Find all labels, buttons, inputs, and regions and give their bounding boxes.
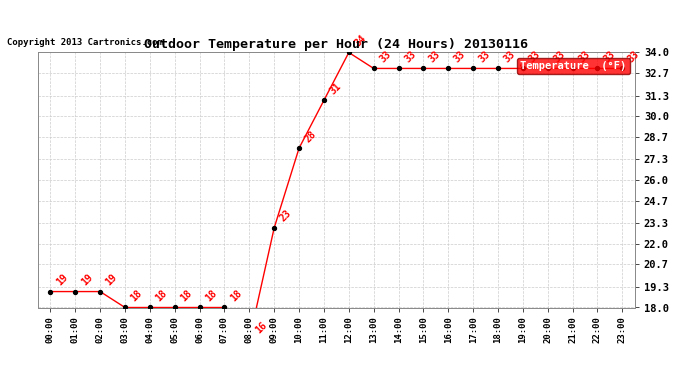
Point xyxy=(592,65,603,71)
Text: 18: 18 xyxy=(204,288,219,303)
Text: 18: 18 xyxy=(179,288,194,303)
Text: Copyright 2013 Cartronics.com: Copyright 2013 Cartronics.com xyxy=(7,38,163,47)
Text: 19: 19 xyxy=(54,272,70,288)
Text: 31: 31 xyxy=(328,81,343,96)
Text: 33: 33 xyxy=(402,49,417,64)
Text: 33: 33 xyxy=(576,49,592,64)
Title: Outdoor Temperature per Hour (24 Hours) 20130116: Outdoor Temperature per Hour (24 Hours) … xyxy=(144,38,529,51)
Text: 33: 33 xyxy=(626,49,642,64)
Text: 33: 33 xyxy=(526,49,542,64)
Text: 18: 18 xyxy=(228,288,244,303)
Point xyxy=(95,289,106,295)
Text: 33: 33 xyxy=(477,49,492,64)
Point xyxy=(219,304,230,310)
Text: 33: 33 xyxy=(601,49,617,64)
Point xyxy=(194,304,205,310)
Text: 23: 23 xyxy=(278,209,293,224)
Text: 33: 33 xyxy=(427,49,442,64)
Point xyxy=(393,65,404,71)
Text: 33: 33 xyxy=(551,49,567,64)
Point xyxy=(468,65,479,71)
Text: 28: 28 xyxy=(303,129,318,144)
Point xyxy=(567,65,578,71)
Point xyxy=(119,304,130,310)
Point xyxy=(518,65,529,71)
Point xyxy=(443,65,454,71)
Legend: Temperature  (°F): Temperature (°F) xyxy=(517,58,629,74)
Point xyxy=(368,65,380,71)
Point xyxy=(318,97,329,103)
Text: 19: 19 xyxy=(79,272,95,288)
Point xyxy=(45,289,56,295)
Text: 16: 16 xyxy=(253,320,268,335)
Point xyxy=(268,225,279,231)
Text: 33: 33 xyxy=(452,49,467,64)
Point xyxy=(144,304,155,310)
Point xyxy=(542,65,553,71)
Point xyxy=(418,65,429,71)
Text: 19: 19 xyxy=(104,272,119,288)
Point xyxy=(169,304,180,310)
Text: 33: 33 xyxy=(502,49,517,64)
Point xyxy=(70,289,81,295)
Text: 18: 18 xyxy=(129,288,144,303)
Point xyxy=(244,336,255,342)
Point xyxy=(617,65,628,71)
Point xyxy=(293,145,304,151)
Text: 18: 18 xyxy=(154,288,169,303)
Point xyxy=(493,65,504,71)
Text: 33: 33 xyxy=(377,49,393,64)
Text: 34: 34 xyxy=(353,33,368,48)
Point xyxy=(344,50,355,55)
